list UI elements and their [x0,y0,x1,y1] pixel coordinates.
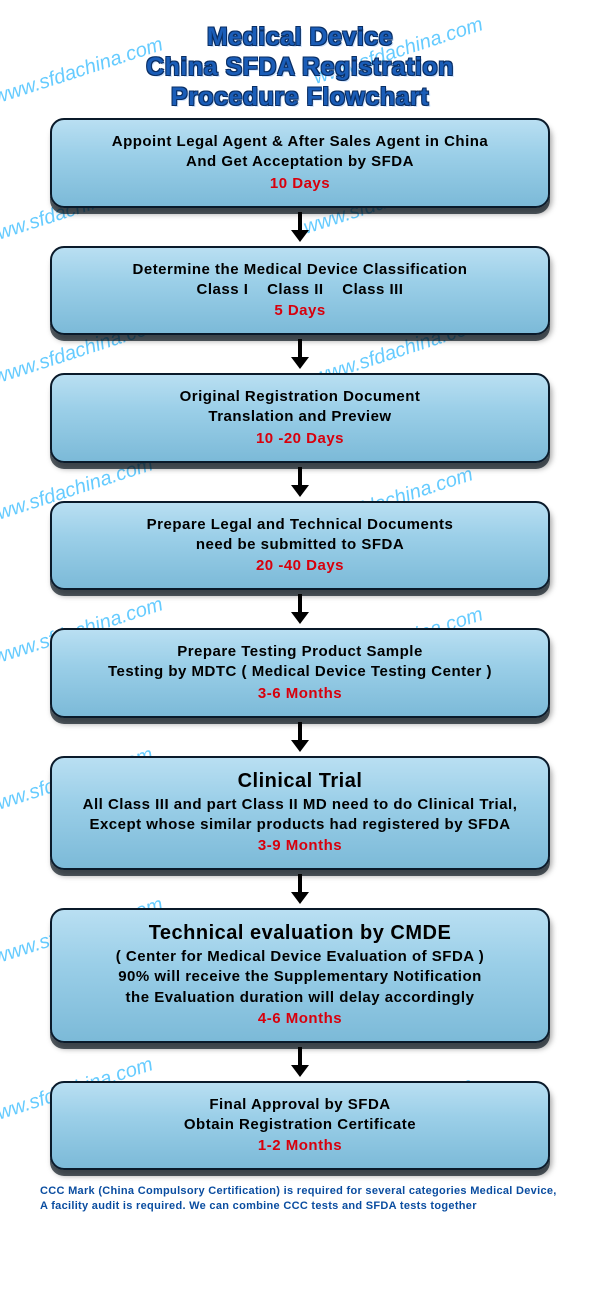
arrow-down-icon [291,467,309,497]
node-line: Testing by MDTC ( Medical Device Testing… [66,662,534,682]
node-line: Class I Class II Class III [66,280,534,300]
arrow-down-icon [291,594,309,624]
node-duration: 5 Days [66,302,534,319]
footer-line-1: CCC Mark (China Compulsory Certification… [40,1184,560,1199]
node-line: need be submitted to SFDA [66,535,534,555]
flowchart: Appoint Legal Agent & After Sales Agent … [0,118,600,1170]
arrow-down-icon [291,874,309,904]
node-line: Original Registration Document [66,387,534,407]
title-line-2: China SFDA Registration [10,52,590,82]
node-line: Except whose similar products had regist… [66,815,534,835]
node-line: 90% will receive the Supplementary Notif… [66,967,534,987]
node-line: Prepare Legal and Technical Documents [66,515,534,535]
content: Medical Device China SFDA Registration P… [0,0,600,1244]
node-line: Obtain Registration Certificate [66,1115,534,1135]
title-line-3: Procedure Flowchart [10,82,590,112]
title-line-1: Medical Device [10,22,590,52]
node-duration: 10 Days [66,175,534,192]
flowchart-title: Medical Device China SFDA Registration P… [0,0,600,118]
node-duration: 3-6 Months [66,685,534,702]
arrow-down-icon [291,339,309,369]
arrow-down-icon [291,1047,309,1077]
node-line: Appoint Legal Agent & After Sales Agent … [66,132,534,152]
node-line: Determine the Medical Device Classificat… [66,260,534,280]
arrow-down-icon [291,212,309,242]
node-line: ( Center for Medical Device Evaluation o… [66,947,534,967]
flow-node: Appoint Legal Agent & After Sales Agent … [50,118,550,208]
node-heading: Clinical Trial [66,770,534,793]
node-line: the Evaluation duration will delay accor… [66,988,534,1008]
node-duration: 1-2 Months [66,1137,534,1154]
node-line: Translation and Preview [66,407,534,427]
flow-node: Prepare Testing Product SampleTesting by… [50,628,550,718]
node-line: And Get Acceptation by SFDA [66,152,534,172]
node-line: All Class III and part Class II MD need … [66,795,534,815]
flow-node: Original Registration DocumentTranslatio… [50,373,550,463]
flow-node: Prepare Legal and Technical Documentsnee… [50,501,550,591]
flow-node: Technical evaluation by CMDE( Center for… [50,908,550,1043]
node-duration: 10 -20 Days [66,430,534,447]
flow-node: Determine the Medical Device Classificat… [50,246,550,336]
node-duration: 3-9 Months [66,837,534,854]
flow-node: Final Approval by SFDAObtain Registratio… [50,1081,550,1171]
node-heading: Technical evaluation by CMDE [66,922,534,945]
arrow-down-icon [291,722,309,752]
flow-node: Clinical TrialAll Class III and part Cla… [50,756,550,871]
node-duration: 4-6 Months [66,1010,534,1027]
footer-line-2: A facility audit is required. We can com… [40,1199,560,1214]
node-duration: 20 -40 Days [66,557,534,574]
footer-note: CCC Mark (China Compulsory Certification… [0,1170,600,1224]
node-line: Prepare Testing Product Sample [66,642,534,662]
node-line: Final Approval by SFDA [66,1095,534,1115]
